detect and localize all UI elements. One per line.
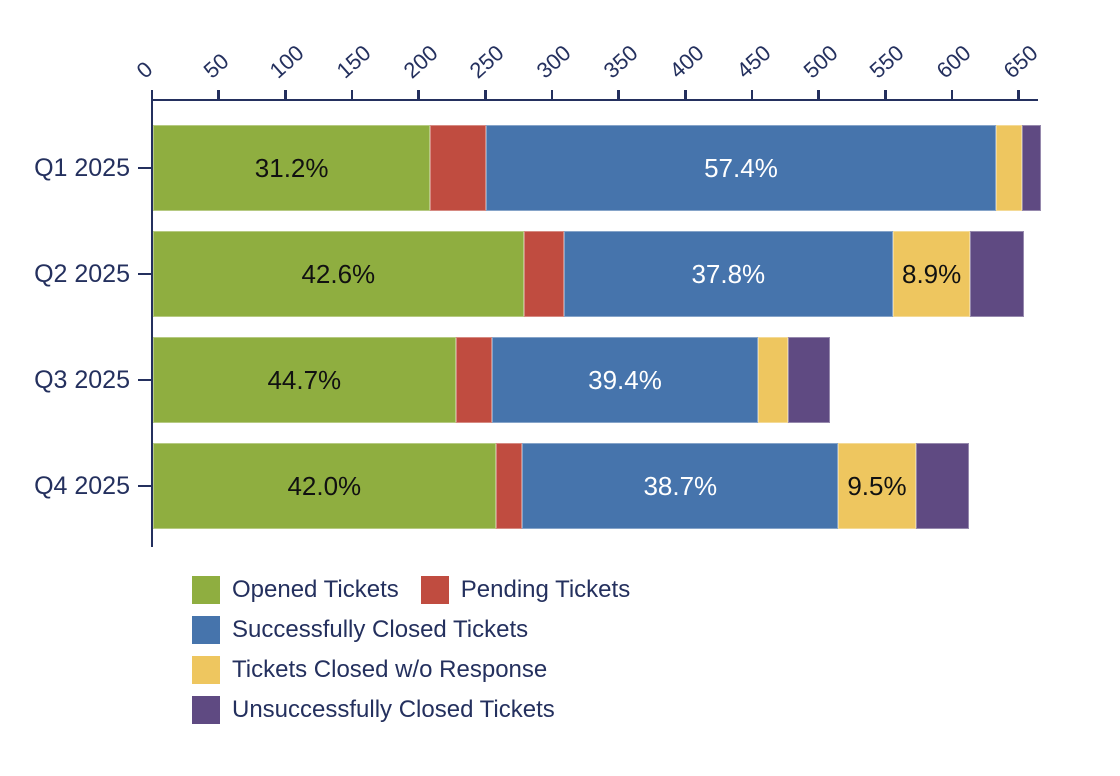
legend-label: Opened Tickets bbox=[232, 576, 399, 603]
x-tick bbox=[484, 89, 487, 99]
segment-percent-label: 37.8% bbox=[691, 258, 766, 289]
legend-swatch bbox=[192, 656, 220, 684]
x-tick-label: 500 bbox=[798, 40, 843, 84]
x-tick bbox=[1017, 89, 1020, 99]
segment-percent-label: 57.4% bbox=[704, 152, 778, 183]
bar-segment-successfully-closed-tickets: 38.7% bbox=[522, 443, 839, 529]
bar-segment-opened-tickets: 44.7% bbox=[153, 337, 456, 423]
x-tick-label: 550 bbox=[864, 40, 909, 84]
legend: Opened Tickets Pending Tickets Successfull… bbox=[192, 576, 777, 724]
segment-percent-label: 38.7% bbox=[643, 470, 718, 501]
bar-segment-successfully-closed-tickets: 37.8% bbox=[563, 231, 893, 317]
bar-segment-tickets-closed-w-o-response: 9.5% bbox=[838, 443, 916, 529]
legend-label: Unsuccessfully Closed Tickets bbox=[232, 696, 555, 723]
x-tick-label: 0 bbox=[131, 56, 158, 84]
x-tick bbox=[750, 89, 754, 99]
bar-segment-unsuccessfully-closed-tickets bbox=[1022, 125, 1041, 211]
legend-item: Opened Tickets bbox=[192, 576, 399, 604]
x-tick-label: 600 bbox=[931, 40, 976, 84]
x-tick bbox=[884, 89, 887, 99]
legend-swatch bbox=[420, 576, 449, 604]
bar-segment-tickets-closed-w-o-response: 8.9% bbox=[892, 231, 971, 317]
bar-segment-unsuccessfully-closed-tickets bbox=[787, 337, 831, 423]
category-label: Q1 2025 bbox=[34, 154, 130, 182]
legend-item: Successfully Closed Tickets bbox=[192, 616, 528, 644]
x-tick-label: 250 bbox=[464, 40, 509, 84]
legend-swatch bbox=[192, 576, 220, 604]
bar-segment-pending-tickets bbox=[430, 125, 487, 211]
segment-percent-label: 42.6% bbox=[301, 258, 376, 289]
x-tick-label: 150 bbox=[331, 40, 376, 84]
bar-segment-opened-tickets: 31.2% bbox=[153, 125, 431, 211]
x-tick-label: 100 bbox=[264, 40, 309, 84]
legend-item: Tickets Closed w/o Response bbox=[192, 656, 547, 684]
x-tick bbox=[617, 89, 620, 99]
legend-swatch bbox=[192, 696, 220, 724]
x-tick bbox=[150, 89, 154, 99]
x-axis-line bbox=[150, 98, 1038, 101]
bar-segment-opened-tickets: 42.0% bbox=[153, 443, 496, 529]
x-tick-label: 400 bbox=[664, 40, 709, 84]
x-tick bbox=[684, 89, 687, 99]
legend-item: Pending Tickets bbox=[420, 576, 631, 604]
x-tick-label: 450 bbox=[731, 40, 776, 84]
segment-percent-label: 8.9% bbox=[902, 258, 962, 289]
category-label: Q4 2025 bbox=[34, 472, 130, 500]
y-tick bbox=[138, 484, 151, 488]
bar-segment-unsuccessfully-closed-tickets bbox=[915, 443, 969, 529]
legend-label: Successfully Closed Tickets bbox=[232, 616, 529, 643]
segment-percent-label: 31.2% bbox=[254, 152, 329, 183]
x-tick bbox=[950, 89, 954, 99]
bar-segment-successfully-closed-tickets: 39.4% bbox=[491, 337, 759, 423]
bar-segment-pending-tickets bbox=[495, 443, 523, 529]
x-tick bbox=[817, 89, 820, 99]
x-tick bbox=[550, 89, 554, 99]
legend-item: Unsuccessfully Closed Tickets bbox=[192, 696, 555, 724]
segment-percent-label: 42.0% bbox=[287, 470, 362, 501]
y-axis-line bbox=[150, 98, 153, 547]
x-tick bbox=[217, 89, 220, 99]
y-tick bbox=[138, 166, 151, 170]
legend-label: Tickets Closed w/o Response bbox=[232, 656, 548, 683]
bar-segment-opened-tickets: 42.6% bbox=[153, 231, 524, 317]
y-tick bbox=[138, 378, 151, 382]
segment-percent-label: 39.4% bbox=[588, 364, 662, 395]
x-tick-label: 350 bbox=[598, 40, 643, 84]
segment-percent-label: 9.5% bbox=[847, 470, 907, 501]
bar-segment-pending-tickets bbox=[523, 231, 564, 317]
x-tick-label: 300 bbox=[531, 40, 576, 84]
bar-segment-tickets-closed-w-o-response bbox=[995, 125, 1023, 211]
x-tick bbox=[284, 89, 287, 99]
x-tick-label: 650 bbox=[998, 40, 1043, 84]
bar-segment-successfully-closed-tickets: 57.4% bbox=[486, 125, 996, 211]
bar-segment-tickets-closed-w-o-response bbox=[758, 337, 788, 423]
legend-label: Pending Tickets bbox=[460, 576, 631, 603]
x-tick-label: 50 bbox=[198, 48, 234, 84]
x-tick bbox=[350, 89, 354, 99]
x-tick-label: 200 bbox=[398, 40, 443, 84]
bar-segment-pending-tickets bbox=[455, 337, 492, 423]
bar-segment-unsuccessfully-closed-tickets bbox=[970, 231, 1024, 317]
category-label: Q2 2025 bbox=[34, 260, 130, 288]
category-label: Q3 2025 bbox=[34, 366, 130, 394]
segment-percent-label: 44.7% bbox=[267, 364, 342, 395]
y-tick bbox=[138, 272, 151, 276]
legend-swatch bbox=[192, 616, 220, 644]
x-tick bbox=[417, 89, 420, 99]
